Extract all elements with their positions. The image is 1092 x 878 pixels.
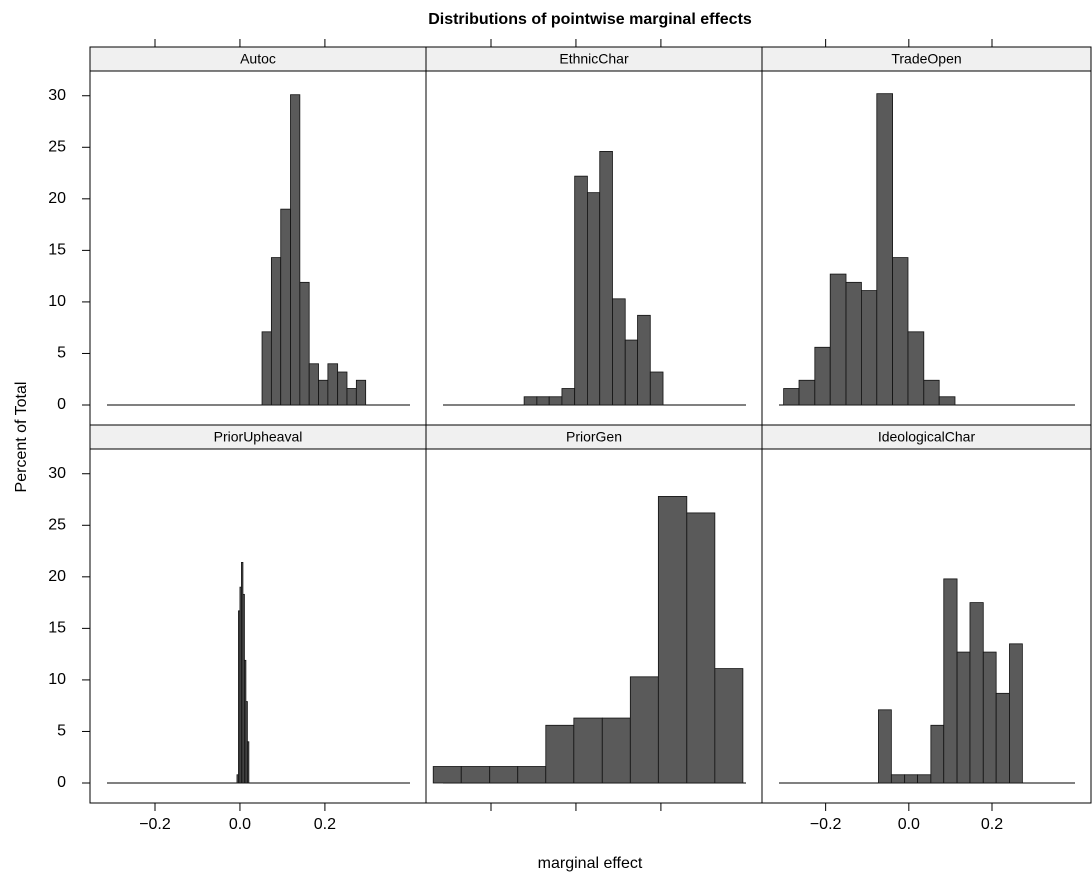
bar bbox=[261, 331, 272, 406]
bar bbox=[318, 379, 329, 406]
bar bbox=[904, 774, 918, 784]
panel-border bbox=[89, 70, 427, 426]
bar bbox=[798, 379, 816, 406]
bar bbox=[355, 379, 367, 406]
y-tick-label: 15 bbox=[48, 620, 66, 637]
bar bbox=[892, 257, 909, 406]
bar bbox=[573, 717, 603, 784]
y-tick-label: 30 bbox=[48, 87, 66, 104]
x-axis-label: marginal effect bbox=[538, 855, 643, 872]
bar bbox=[327, 363, 339, 406]
bar bbox=[714, 668, 744, 784]
bar bbox=[308, 363, 319, 406]
bar bbox=[943, 578, 958, 784]
bar bbox=[982, 651, 997, 784]
bar bbox=[938, 396, 956, 406]
bar bbox=[923, 379, 940, 406]
panel-border bbox=[89, 448, 427, 804]
strip bbox=[761, 424, 1092, 450]
bar bbox=[536, 396, 550, 406]
y-tick-label: 20 bbox=[48, 190, 66, 207]
bar bbox=[290, 94, 301, 406]
bar bbox=[624, 339, 638, 406]
bar bbox=[545, 724, 575, 784]
strip-label: IdeologicalChar bbox=[878, 429, 976, 445]
strip-label: EthnicChar bbox=[559, 51, 629, 67]
x-tick-label: −0.2 bbox=[810, 816, 842, 833]
bar bbox=[489, 766, 519, 784]
x-tick-label: 0.2 bbox=[981, 816, 1003, 833]
bar bbox=[612, 298, 626, 406]
y-tick-label: 0 bbox=[57, 774, 66, 791]
bar bbox=[587, 192, 601, 406]
strip bbox=[425, 46, 763, 72]
y-tick-label: 20 bbox=[48, 568, 66, 585]
bar bbox=[829, 273, 847, 406]
bar bbox=[783, 388, 800, 406]
x-tick-label: 0.0 bbox=[229, 816, 251, 833]
bar bbox=[637, 314, 651, 406]
strip-label: PriorGen bbox=[566, 429, 622, 445]
bar bbox=[890, 774, 906, 784]
y-tick-label: 10 bbox=[48, 671, 66, 688]
bar bbox=[561, 388, 576, 406]
x-tick-label: 0.0 bbox=[898, 816, 920, 833]
bar bbox=[574, 175, 588, 406]
bar bbox=[861, 290, 878, 406]
y-tick-label: 0 bbox=[57, 396, 66, 413]
panel-border bbox=[761, 448, 1092, 804]
bar bbox=[246, 741, 250, 784]
y-tick-label: 10 bbox=[48, 293, 66, 310]
strip bbox=[761, 46, 1092, 72]
bar bbox=[337, 371, 348, 406]
bar bbox=[270, 257, 282, 406]
bar bbox=[346, 388, 357, 406]
bar bbox=[814, 346, 831, 406]
strip-label: TradeOpen bbox=[891, 51, 961, 67]
y-tick-label: 5 bbox=[57, 723, 66, 740]
bar bbox=[432, 766, 462, 784]
bar bbox=[280, 208, 291, 406]
bar bbox=[995, 692, 1010, 784]
bar bbox=[907, 331, 925, 406]
y-tick-label: 30 bbox=[48, 465, 66, 482]
bar bbox=[657, 496, 688, 784]
bar bbox=[299, 281, 310, 406]
strip-label: PriorUpheaval bbox=[214, 429, 303, 445]
bar bbox=[517, 766, 547, 784]
strip bbox=[89, 46, 427, 72]
panel-border bbox=[761, 70, 1092, 426]
bar bbox=[460, 766, 491, 784]
bar bbox=[548, 396, 563, 406]
strip bbox=[425, 424, 763, 450]
bar bbox=[917, 774, 932, 784]
bar bbox=[878, 709, 892, 784]
y-tick-label: 25 bbox=[48, 139, 66, 156]
bar bbox=[599, 151, 613, 406]
bar bbox=[686, 512, 716, 784]
bar bbox=[876, 93, 894, 406]
chart-title: Distributions of pointwise marginal effe… bbox=[428, 11, 752, 28]
y-tick-label: 25 bbox=[48, 517, 66, 534]
bar bbox=[649, 371, 664, 406]
bar bbox=[629, 676, 659, 784]
y-axis-label: Percent of Total bbox=[13, 382, 30, 493]
bar bbox=[930, 724, 945, 784]
bar bbox=[1009, 643, 1023, 784]
x-tick-label: 0.2 bbox=[314, 816, 336, 833]
strip bbox=[89, 424, 427, 450]
x-tick-label: −0.2 bbox=[139, 816, 171, 833]
bar bbox=[845, 281, 862, 406]
y-tick-label: 15 bbox=[48, 242, 66, 259]
bar bbox=[956, 651, 971, 784]
y-tick-label: 5 bbox=[57, 345, 66, 362]
bar bbox=[601, 717, 631, 784]
bar bbox=[523, 396, 538, 406]
bar bbox=[969, 602, 984, 784]
strip-label: Autoc bbox=[240, 51, 276, 67]
